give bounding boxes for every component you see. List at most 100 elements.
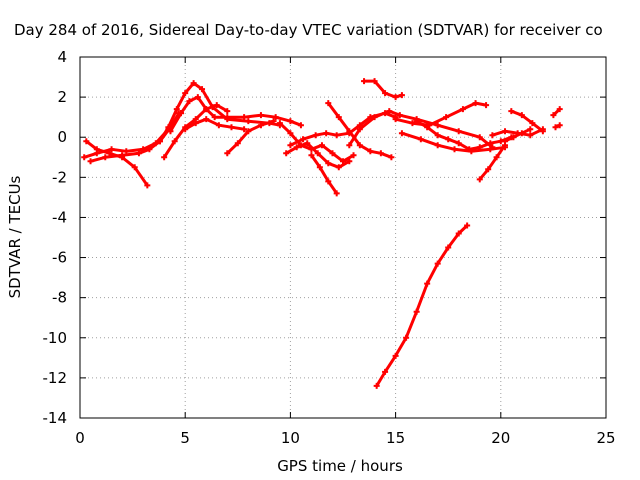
data-point bbox=[102, 154, 109, 161]
data-point bbox=[556, 106, 563, 113]
data-point bbox=[211, 114, 218, 121]
data-point bbox=[335, 164, 342, 171]
data-point bbox=[346, 158, 353, 165]
data-point bbox=[382, 90, 389, 97]
x-tick-label: 10 bbox=[281, 429, 300, 447]
data-point bbox=[508, 108, 515, 115]
data-point bbox=[173, 106, 180, 113]
data-point bbox=[131, 164, 138, 171]
data-point bbox=[382, 368, 389, 375]
data-point bbox=[518, 130, 525, 137]
data-point bbox=[93, 146, 100, 153]
data-point bbox=[308, 152, 315, 159]
data-point bbox=[335, 114, 342, 121]
data-point bbox=[485, 166, 492, 173]
x-tick-label: 5 bbox=[180, 429, 190, 447]
y-tick-label: -10 bbox=[43, 329, 68, 347]
data-point bbox=[171, 138, 178, 145]
data-point bbox=[241, 114, 248, 121]
data-point bbox=[413, 118, 420, 125]
data-point bbox=[396, 112, 403, 119]
series-track-2 bbox=[84, 139, 149, 187]
data-point bbox=[156, 138, 163, 145]
data-point bbox=[106, 150, 113, 157]
x-tick-label: 20 bbox=[491, 429, 510, 447]
series-track-16 bbox=[394, 101, 488, 127]
data-point bbox=[83, 138, 90, 145]
data-point bbox=[417, 136, 424, 143]
data-point bbox=[552, 124, 559, 131]
series-track-22 bbox=[509, 109, 545, 133]
data-point bbox=[377, 150, 384, 157]
data-point bbox=[459, 106, 466, 113]
data-point bbox=[445, 244, 452, 251]
data-point bbox=[325, 178, 332, 185]
series-track-8 bbox=[225, 119, 276, 155]
data-point bbox=[493, 154, 500, 161]
data-point bbox=[186, 98, 193, 105]
data-point bbox=[177, 110, 184, 117]
series-track-20 bbox=[478, 143, 507, 181]
data-point bbox=[527, 126, 534, 133]
data-point bbox=[356, 142, 363, 149]
data-point bbox=[81, 154, 88, 161]
data-point bbox=[241, 126, 248, 133]
data-point bbox=[144, 182, 151, 189]
chart-title: Day 284 of 2016, Sidereal Day-to-day VTE… bbox=[14, 21, 603, 39]
data-point bbox=[556, 122, 563, 129]
data-point bbox=[287, 142, 294, 149]
data-point bbox=[194, 94, 201, 101]
data-point bbox=[123, 148, 130, 155]
data-point bbox=[325, 100, 332, 107]
data-point bbox=[276, 120, 283, 127]
data-point bbox=[350, 152, 357, 159]
x-axis-label: GPS time / hours bbox=[277, 457, 403, 475]
data-point bbox=[203, 116, 210, 123]
data-point bbox=[161, 154, 168, 161]
data-point bbox=[333, 190, 340, 197]
data-point bbox=[455, 140, 462, 147]
data-point bbox=[455, 128, 462, 135]
y-tick-label: 4 bbox=[57, 48, 67, 66]
series-track-18 bbox=[415, 119, 513, 151]
data-point bbox=[371, 78, 378, 85]
data-point bbox=[312, 132, 319, 139]
y-tick-label: -2 bbox=[52, 168, 67, 186]
data-point bbox=[272, 114, 279, 121]
data-point bbox=[165, 124, 172, 131]
data-point bbox=[434, 122, 441, 129]
axes bbox=[79, 56, 607, 419]
data-point bbox=[356, 126, 363, 133]
data-point bbox=[346, 128, 353, 135]
data-point bbox=[287, 118, 294, 125]
series-track-23 bbox=[503, 127, 532, 143]
data-point bbox=[346, 142, 353, 149]
data-point bbox=[316, 164, 323, 171]
plot-frame bbox=[79, 56, 607, 419]
data-point bbox=[455, 230, 462, 237]
data-point bbox=[224, 150, 231, 157]
series-track-9 bbox=[278, 121, 355, 163]
data-point bbox=[386, 108, 393, 115]
data-point bbox=[502, 138, 509, 145]
data-point bbox=[224, 114, 231, 121]
data-point bbox=[203, 106, 210, 113]
data-point bbox=[182, 126, 189, 133]
data-point bbox=[323, 130, 330, 137]
data-point bbox=[287, 130, 294, 137]
data-point bbox=[398, 130, 405, 137]
data-point bbox=[409, 120, 416, 127]
data-point bbox=[215, 122, 222, 129]
data-point bbox=[257, 122, 264, 129]
data-point bbox=[270, 118, 277, 125]
data-point bbox=[550, 112, 557, 119]
data-point bbox=[466, 146, 473, 153]
data-point bbox=[434, 142, 441, 149]
data-point bbox=[182, 90, 189, 97]
data-point bbox=[245, 118, 252, 125]
data-point bbox=[190, 80, 197, 87]
y-tick-label: -6 bbox=[52, 249, 67, 267]
data-point bbox=[502, 128, 509, 135]
series-layer bbox=[81, 78, 563, 389]
data-point bbox=[392, 94, 399, 101]
